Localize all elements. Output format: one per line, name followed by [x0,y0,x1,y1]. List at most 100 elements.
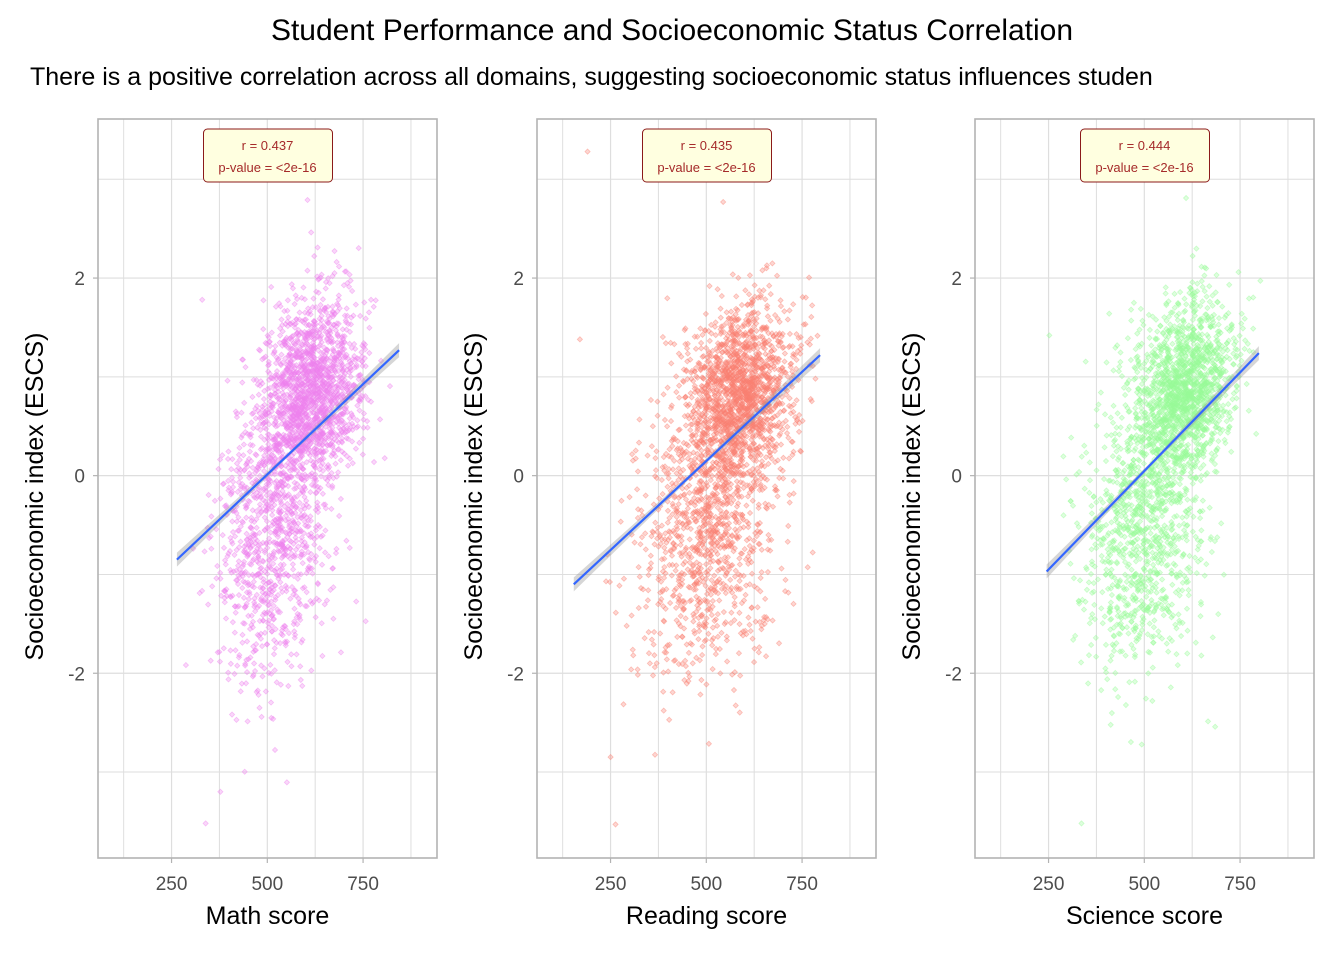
data-point [273,354,280,361]
data-point [699,383,706,390]
data-point [735,493,743,501]
data-point [292,353,299,360]
data-point [287,321,295,328]
data-point [747,383,755,390]
data-point [295,413,303,420]
data-point [266,585,273,593]
data-point [295,369,303,376]
data-point [362,315,369,322]
data-point [339,362,346,369]
data-point [732,337,739,345]
data-point [730,351,737,358]
data-point [733,585,740,593]
data-point [329,430,336,438]
data-point [319,652,326,660]
data-point [777,465,784,473]
data-point [257,446,265,453]
data-point [281,622,288,630]
data-point [714,453,721,460]
data-point [324,388,331,396]
data-point [267,489,274,496]
data-point [248,582,256,590]
data-point [305,415,312,423]
data-point [709,436,716,443]
data-point [331,357,338,364]
data-point [311,324,318,331]
data-point [741,389,748,396]
data-point [298,380,305,388]
annotation-box [203,128,333,183]
data-point [320,344,328,351]
data-point [305,445,312,452]
data-point [778,333,785,340]
data-point [250,532,257,539]
data-point [271,479,279,487]
data-point [343,362,351,369]
data-point [727,359,735,366]
data-point [249,479,256,487]
data-point [283,509,291,516]
data-point [340,338,348,346]
data-point [699,533,706,540]
data-point [722,529,729,536]
data-point [291,466,298,473]
data-point [314,363,322,370]
data-point [330,308,337,315]
data-point [276,521,283,528]
data-point [289,466,296,474]
data-point [715,414,723,421]
data-point [273,440,281,447]
data-point [277,498,285,506]
data-point [198,587,206,595]
data-point [742,390,749,398]
data-point [294,411,302,419]
data-point [321,352,328,359]
data-point [233,716,240,724]
data-point [707,476,715,484]
data-point [740,470,747,477]
data-point [266,412,273,420]
data-point [289,510,296,517]
data-point [298,341,306,348]
data-point [261,597,268,604]
data-point [744,412,751,419]
data-point [312,387,320,394]
data-point [338,340,346,347]
data-point [334,413,342,421]
data-point [323,463,330,471]
data-point [709,378,716,386]
data-point [276,443,283,450]
data-point [322,394,330,401]
data-point [296,614,303,621]
data-point [777,302,785,310]
data-point [689,573,696,580]
data-point [701,384,708,392]
data-point [752,379,759,387]
data-point [680,366,688,373]
data-point [299,403,306,410]
data-point [291,411,298,418]
data-point [266,384,274,392]
data-point [330,391,337,399]
data-point [332,383,339,390]
data-point [256,410,263,417]
data-point [731,573,739,580]
data-point [768,455,775,462]
data-point [250,578,258,585]
data-point [305,361,312,368]
data-point [322,308,330,316]
data-point [280,472,287,480]
data-point [754,521,761,528]
data-point [293,348,300,356]
data-point [329,438,336,445]
data-point [715,419,722,426]
data-point [737,348,744,355]
data-point [749,423,757,430]
data-point [309,331,316,338]
data-point [350,381,357,389]
data-point [712,404,719,412]
data-point [331,247,338,255]
data-point [707,436,714,444]
data-point [262,446,270,453]
data-point [335,445,342,453]
